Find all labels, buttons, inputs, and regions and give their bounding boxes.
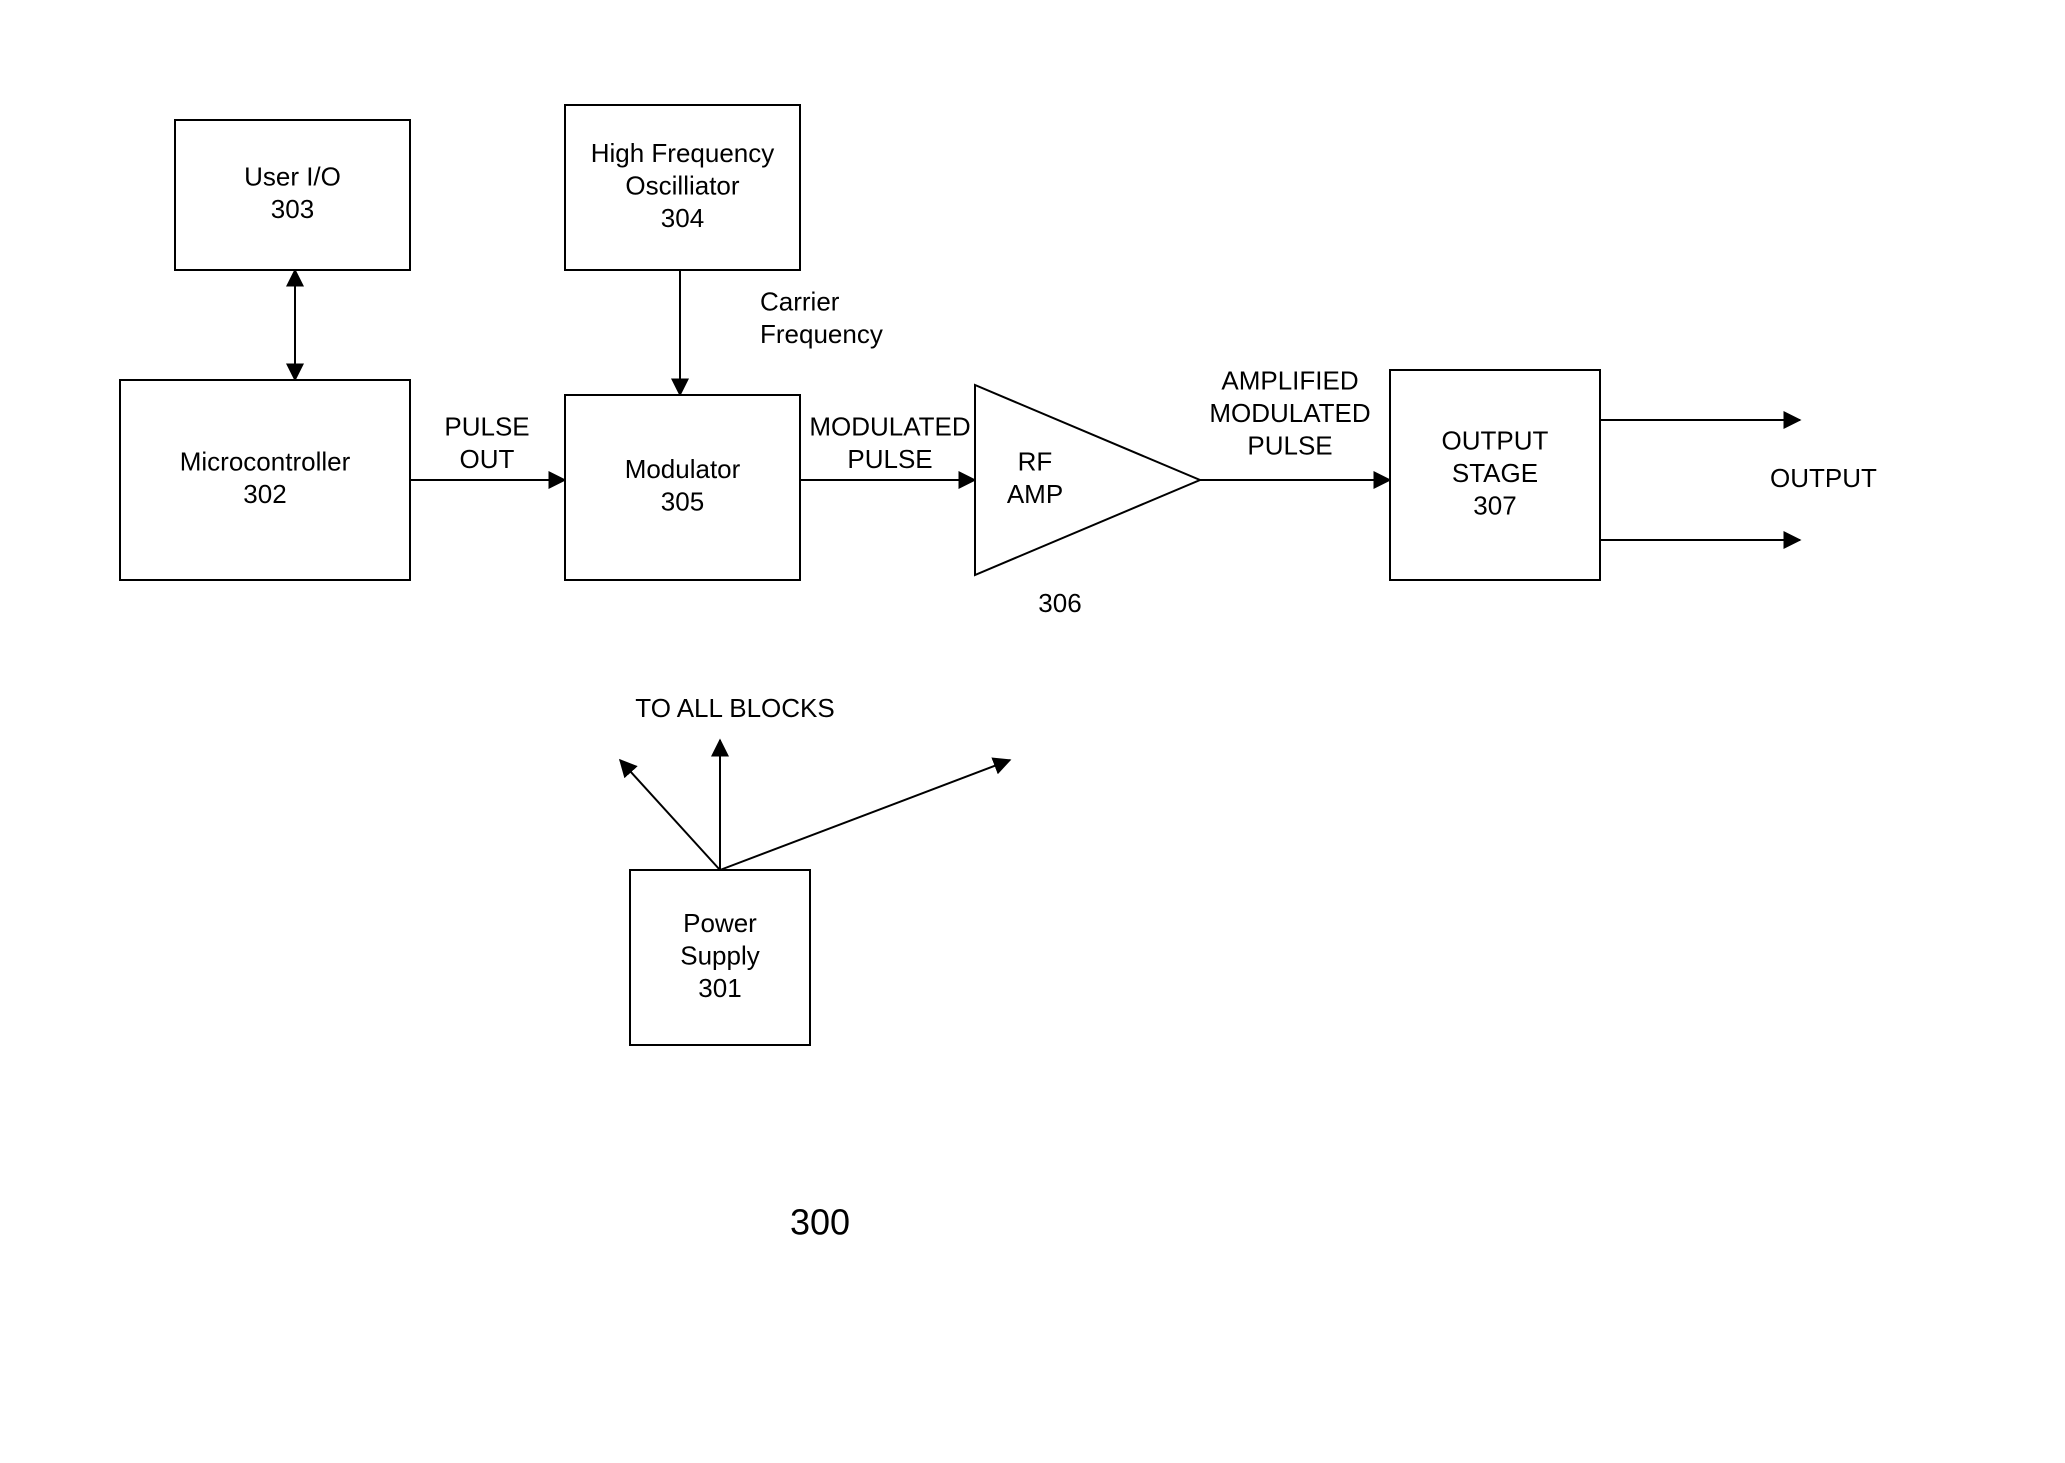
node-label: Microcontroller bbox=[180, 447, 351, 477]
edge-label: Frequency bbox=[760, 319, 883, 349]
edge-label: MODULATED bbox=[1209, 398, 1370, 428]
node-label: Supply bbox=[680, 940, 760, 970]
node-label: 302 bbox=[243, 479, 286, 509]
node-power_supply: PowerSupply301 bbox=[630, 870, 810, 1045]
node-user_io: User I/O303 bbox=[175, 120, 410, 270]
node-oscillator: High FrequencyOscilliator304 bbox=[565, 105, 800, 270]
node-label: User I/O bbox=[244, 162, 341, 192]
block-diagram: User I/O303 Microcontroller302 High Freque… bbox=[0, 0, 2065, 1463]
node-label: 304 bbox=[661, 203, 704, 233]
node-label: AMP bbox=[1007, 479, 1063, 509]
node-label: 301 bbox=[698, 973, 741, 1003]
node-label: High Frequency bbox=[591, 138, 775, 168]
free-label: OUTPUT bbox=[1770, 463, 1877, 493]
edge-ps3 bbox=[720, 760, 1010, 870]
node-label: Modulator bbox=[625, 454, 741, 484]
node-label: Oscilliator bbox=[625, 170, 739, 200]
edge-label: AMPLIFIED bbox=[1221, 365, 1358, 395]
node-modulator: Modulator305 bbox=[565, 395, 800, 580]
edge-label: MODULATED bbox=[809, 412, 970, 442]
node-label: OUTPUT bbox=[1442, 425, 1549, 455]
edge-label: PULSE bbox=[444, 412, 529, 442]
node-label: 305 bbox=[661, 487, 704, 517]
edge-label: PULSE bbox=[1247, 430, 1332, 460]
edge-label: Carrier bbox=[760, 287, 840, 317]
edge-ps1 bbox=[620, 760, 720, 870]
edge-label: OUT bbox=[460, 444, 515, 474]
node-label: Power bbox=[683, 908, 757, 938]
edge-label: PULSE bbox=[847, 444, 932, 474]
node-output_stage: OUTPUTSTAGE307 bbox=[1390, 370, 1600, 580]
node-label: STAGE bbox=[1452, 458, 1538, 488]
node-label: 307 bbox=[1473, 490, 1516, 520]
free-label: TO ALL BLOCKS bbox=[635, 693, 834, 723]
node-label: 303 bbox=[271, 194, 314, 224]
node-label: RF bbox=[1018, 447, 1053, 477]
node-rf_amp: RFAMP 306 bbox=[975, 385, 1200, 618]
figure-number: 300 bbox=[790, 1202, 850, 1243]
node-microcontroller: Microcontroller302 bbox=[120, 380, 410, 580]
node-sublabel: 306 bbox=[1038, 588, 1081, 618]
